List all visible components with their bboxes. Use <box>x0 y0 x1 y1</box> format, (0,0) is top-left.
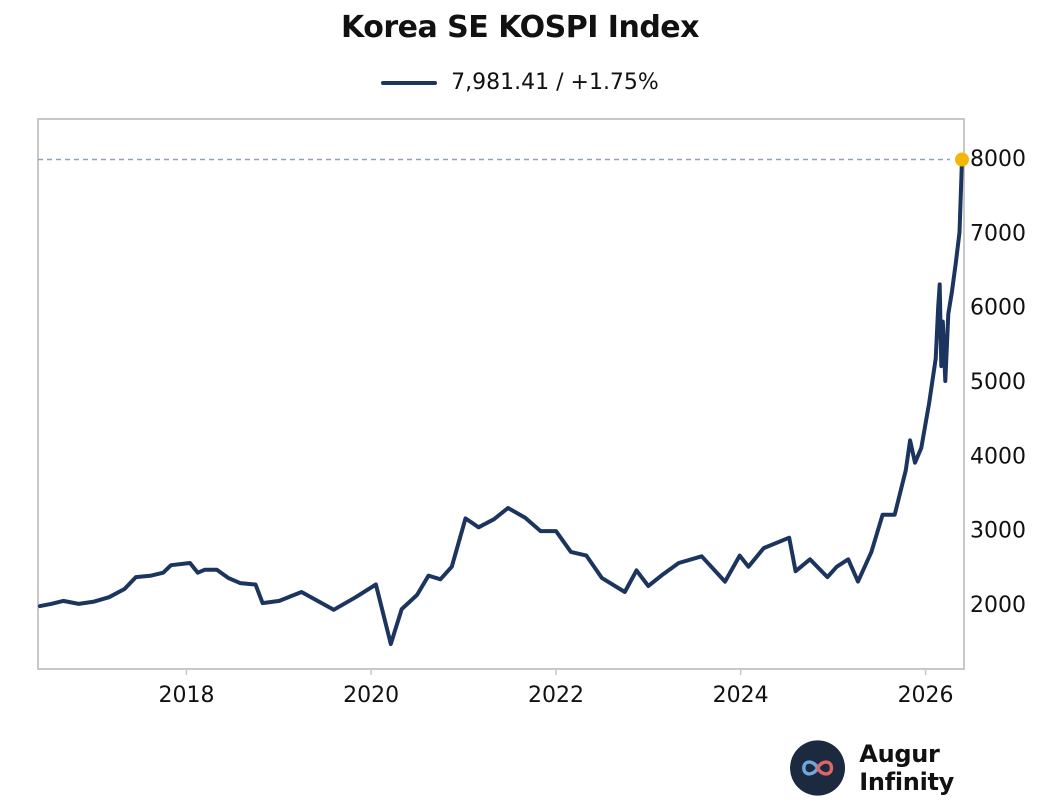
y-tick-label: 6000 <box>970 296 1026 321</box>
x-axis-ticks: 2018 2020 2022 2024 2026 <box>158 669 954 708</box>
y-axis-ticks: 2000 3000 4000 5000 6000 7000 8000 <box>970 147 1026 618</box>
y-tick-label: 5000 <box>970 370 1026 395</box>
x-tick-label: 2022 <box>528 683 584 708</box>
legend-swatch <box>381 80 438 85</box>
legend-label: 7,981.41 / +1.75% <box>451 70 659 95</box>
brand-name: Augur Infinity <box>859 740 955 796</box>
y-tick-label: 3000 <box>970 519 1026 544</box>
x-tick-label: 2018 <box>158 683 214 708</box>
x-tick-label: 2024 <box>713 683 769 708</box>
x-tick-label: 2020 <box>343 683 399 708</box>
series-line <box>38 157 964 646</box>
infinity-logo-icon <box>790 740 846 796</box>
y-tick-label: 8000 <box>970 147 1026 172</box>
chart-title: Korea SE KOSPI Index <box>341 10 700 45</box>
x-tick-label: 2026 <box>898 683 954 708</box>
y-tick-label: 4000 <box>970 444 1026 469</box>
y-tick-label: 7000 <box>970 221 1026 246</box>
last-value-marker <box>955 152 969 167</box>
legend: 7,981.41 / +1.75% <box>0 70 1040 95</box>
y-tick-label: 2000 <box>970 593 1026 618</box>
brand: Augur Infinity <box>790 740 1040 796</box>
plot-frame <box>37 118 965 670</box>
